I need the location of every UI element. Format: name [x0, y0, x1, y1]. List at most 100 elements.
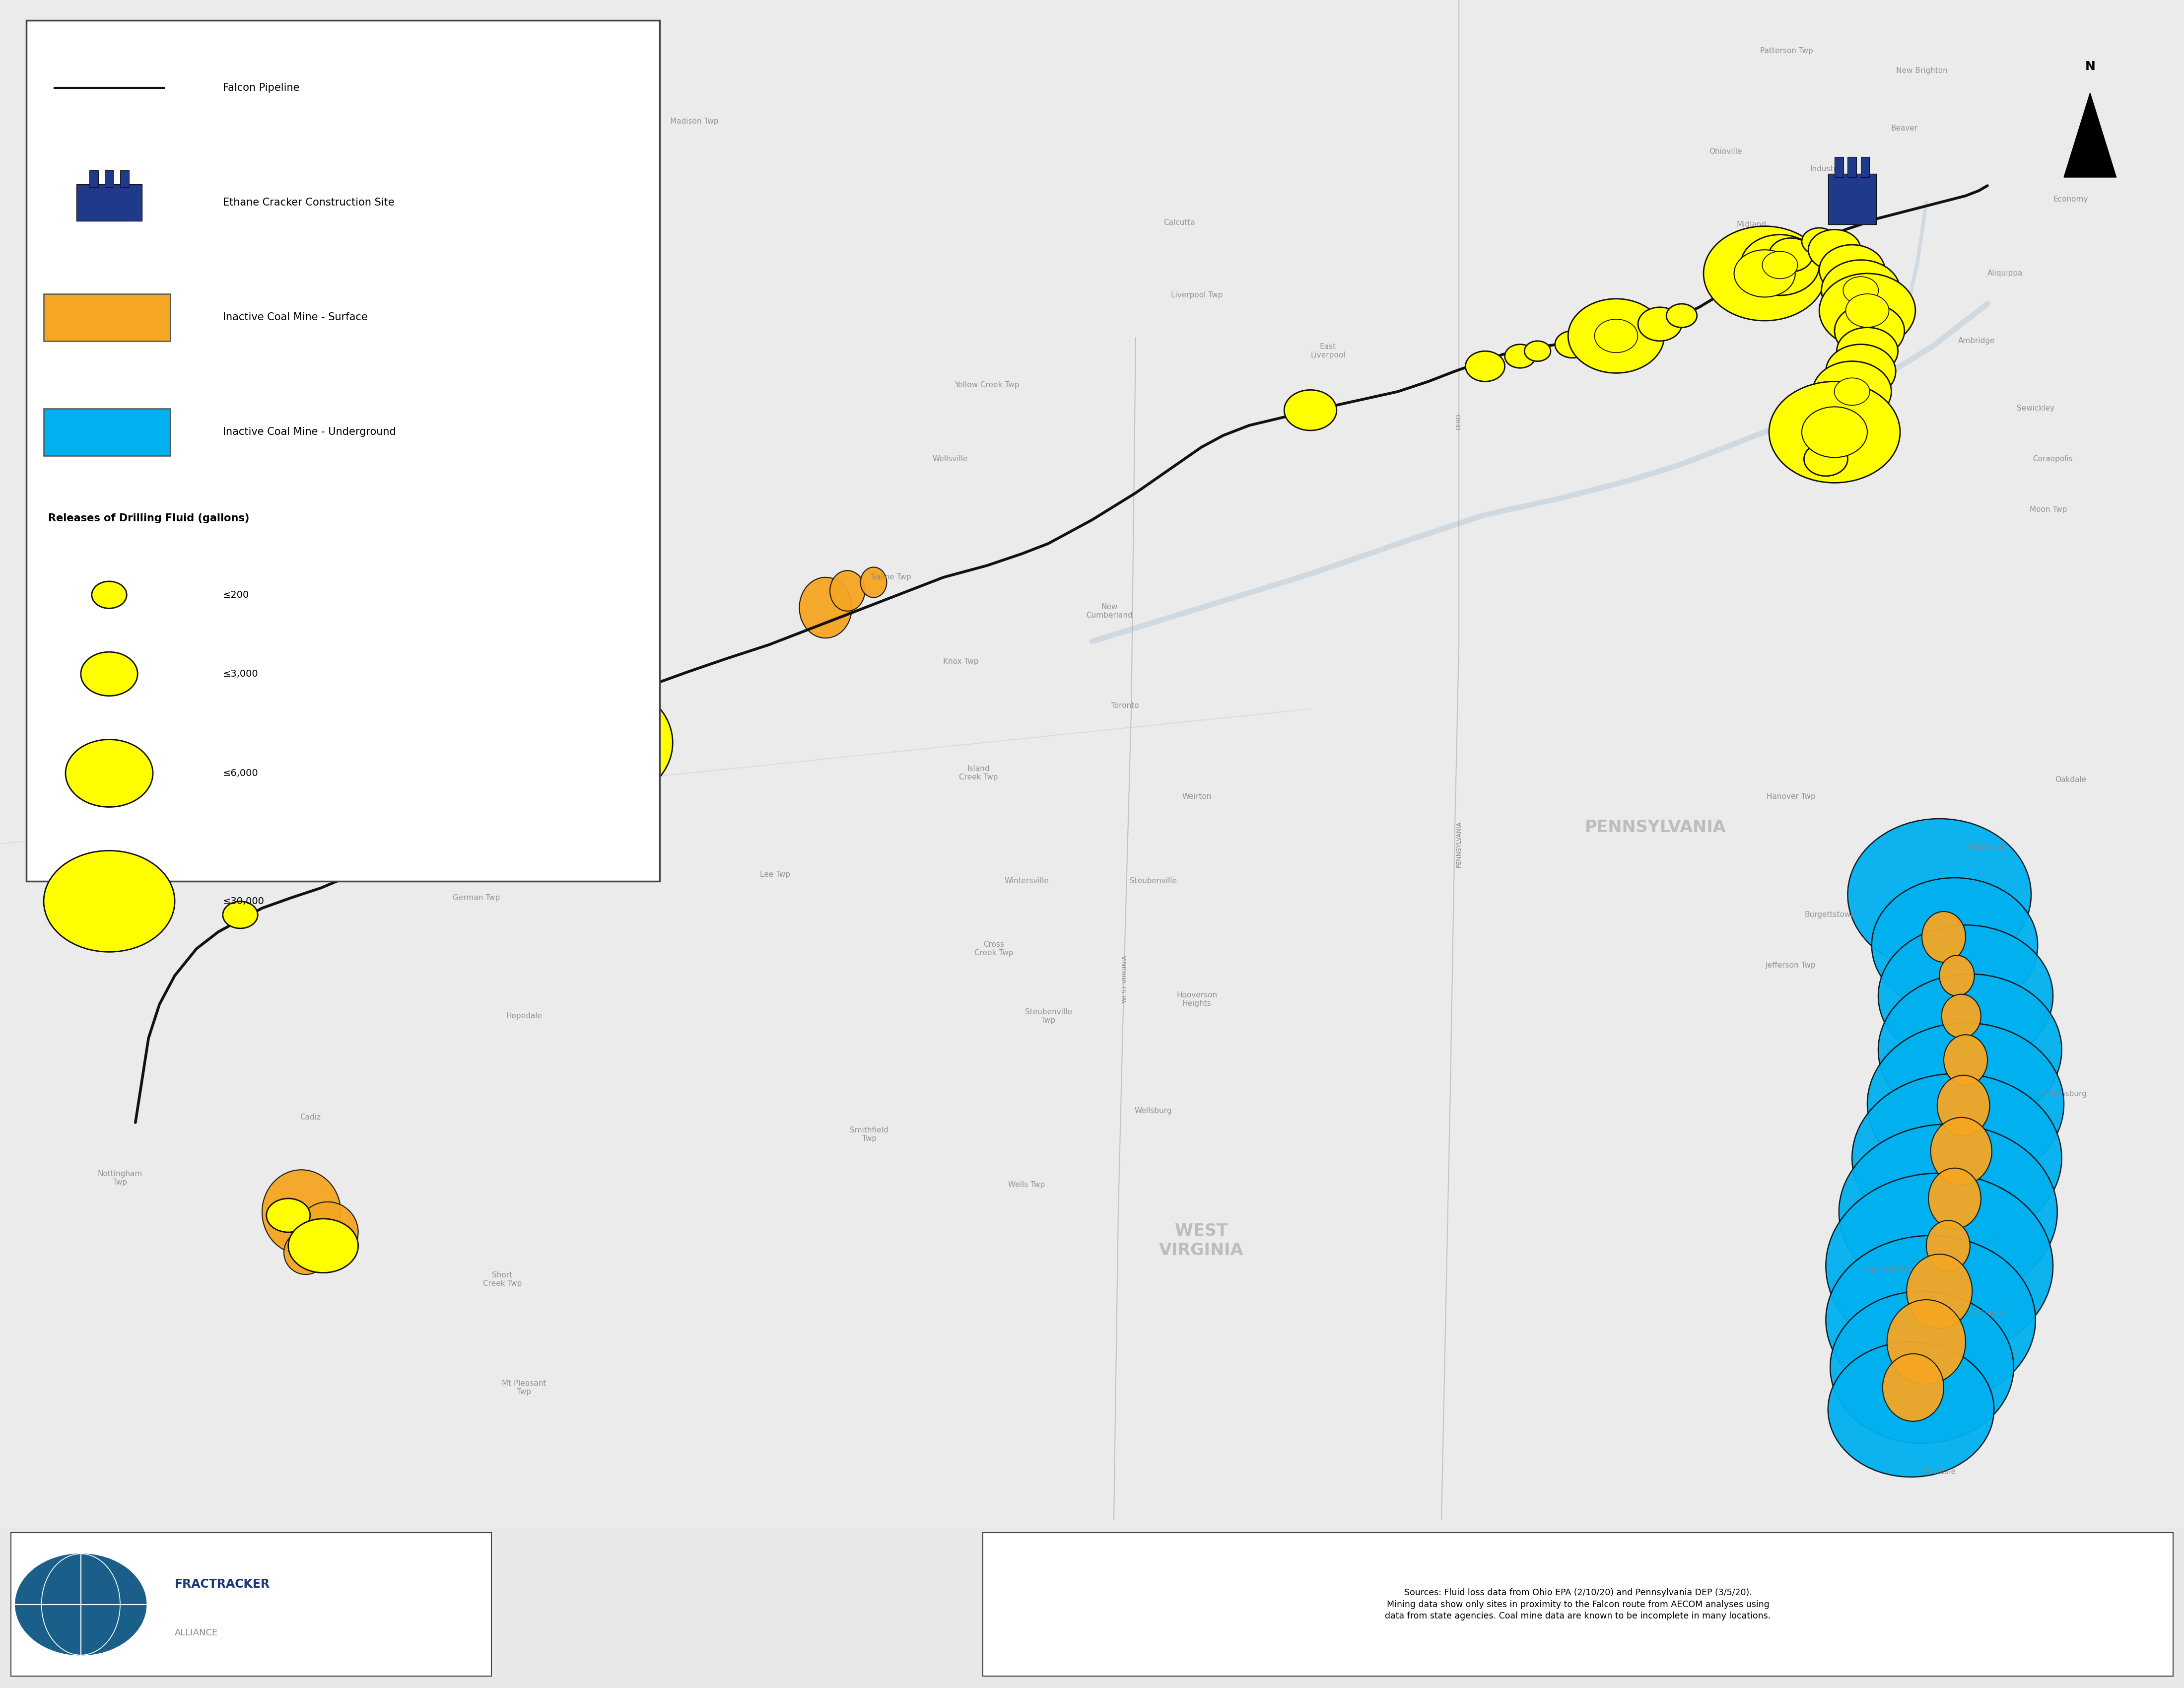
Text: ≤200: ≤200	[223, 591, 249, 599]
Ellipse shape	[1939, 955, 1974, 996]
Text: Economy: Economy	[2053, 196, 2088, 203]
Circle shape	[1821, 260, 1900, 321]
Text: Liverpool Twp: Liverpool Twp	[1171, 292, 1223, 299]
Text: Fox Twp: Fox Twp	[411, 365, 441, 371]
Text: Steubenville
Twp: Steubenville Twp	[1024, 1008, 1072, 1025]
Text: ≤30,000: ≤30,000	[223, 896, 264, 906]
Ellipse shape	[1878, 974, 2062, 1126]
Text: New
Cumberland: New Cumberland	[1085, 603, 1133, 619]
Text: Bergholz: Bergholz	[485, 591, 520, 598]
Bar	[120, 170, 129, 187]
Circle shape	[1837, 327, 1898, 375]
Text: Hopedale: Hopedale	[507, 1013, 542, 1020]
Ellipse shape	[400, 790, 465, 830]
Text: WEST VIRGINIA: WEST VIRGINIA	[1123, 955, 1127, 1003]
Text: OHIO: OHIO	[1457, 414, 1461, 430]
Text: Bamley Twp: Bamley Twp	[214, 844, 258, 851]
Ellipse shape	[1928, 1168, 1981, 1229]
Circle shape	[1804, 442, 1848, 476]
Text: Steubenville: Steubenville	[1129, 878, 1177, 885]
Ellipse shape	[437, 670, 646, 805]
Circle shape	[1835, 378, 1870, 405]
Ellipse shape	[367, 798, 432, 839]
Circle shape	[1594, 319, 1638, 353]
Circle shape	[548, 711, 631, 775]
Text: Aliquippa: Aliquippa	[1987, 270, 2022, 277]
Text: Releases of Drilling Fluid (gallons): Releases of Drilling Fluid (gallons)	[48, 513, 249, 523]
Bar	[1848, 157, 1856, 177]
Ellipse shape	[376, 810, 419, 837]
Ellipse shape	[297, 1202, 358, 1263]
Text: ≤3,000: ≤3,000	[223, 668, 258, 679]
Text: Patterson Twp: Patterson Twp	[1760, 47, 1813, 54]
Circle shape	[44, 851, 175, 952]
Circle shape	[92, 581, 127, 608]
Circle shape	[15, 1553, 146, 1654]
Ellipse shape	[415, 714, 581, 822]
Text: Smithfield
Twp: Smithfield Twp	[850, 1126, 889, 1143]
Text: Ohioville: Ohioville	[1708, 149, 1743, 155]
Text: Jefferson Twp: Jefferson Twp	[1765, 962, 1817, 969]
Ellipse shape	[1848, 819, 2031, 971]
Bar	[983, 1533, 2173, 1676]
Circle shape	[1762, 252, 1797, 279]
Bar	[76, 184, 142, 221]
Circle shape	[223, 901, 258, 928]
Text: Island
Creek Twp: Island Creek Twp	[959, 765, 998, 782]
Bar	[90, 170, 98, 187]
Text: PENNSYLVANIA: PENNSYLVANIA	[1457, 820, 1461, 868]
Text: FRACTRACKER: FRACTRACKER	[175, 1578, 271, 1590]
Text: Knox Twp: Knox Twp	[943, 658, 978, 665]
Text: Midland: Midland	[1736, 221, 1767, 228]
Circle shape	[1769, 381, 1900, 483]
Text: Ambridge: Ambridge	[1959, 338, 1994, 344]
Text: Sewickley: Sewickley	[2016, 405, 2055, 412]
Text: Saline Twp: Saline Twp	[871, 574, 911, 581]
Text: Hanover Twp: Hanover Twp	[1767, 793, 1815, 800]
Circle shape	[1524, 341, 1551, 361]
Circle shape	[1555, 331, 1590, 358]
Text: Madison Twp: Madison Twp	[670, 118, 719, 125]
Circle shape	[1835, 304, 1904, 358]
Circle shape	[1568, 299, 1664, 373]
Bar	[105, 170, 114, 187]
Text: Industry: Industry	[1811, 165, 1841, 172]
Circle shape	[1666, 304, 1697, 327]
Ellipse shape	[1852, 1074, 2062, 1242]
Circle shape	[1704, 226, 1826, 321]
Bar	[11, 1533, 491, 1676]
Text: Moon Twp: Moon Twp	[2029, 506, 2068, 513]
Ellipse shape	[1887, 1300, 1966, 1384]
Text: N: N	[2086, 61, 2094, 73]
Text: PENNSYLVANIA: PENNSYLVANIA	[1586, 819, 1725, 836]
Ellipse shape	[1839, 1124, 2057, 1300]
Text: ≤6,000: ≤6,000	[223, 768, 258, 778]
Ellipse shape	[1926, 1220, 1970, 1271]
Text: Mt Pleasant
Twp: Mt Pleasant Twp	[502, 1379, 546, 1396]
Text: Burgettstown: Burgettstown	[1804, 912, 1856, 918]
Text: Wells Twp: Wells Twp	[1009, 1182, 1044, 1188]
Circle shape	[1843, 277, 1878, 304]
Circle shape	[1465, 351, 1505, 381]
Text: German Twp: German Twp	[452, 895, 500, 901]
Ellipse shape	[382, 776, 470, 837]
Text: Short
Creek Twp: Short Creek Twp	[483, 1271, 522, 1288]
Circle shape	[1845, 294, 1889, 327]
Text: Washington
Twp: Washington Twp	[280, 501, 323, 518]
Text: Loudon Twp: Loudon Twp	[258, 675, 301, 682]
Ellipse shape	[1826, 1173, 2053, 1359]
Circle shape	[1808, 230, 1861, 270]
Circle shape	[1734, 250, 1795, 297]
Ellipse shape	[1922, 912, 1966, 962]
Text: Lee Twp: Lee Twp	[760, 871, 791, 878]
Ellipse shape	[1931, 1117, 1992, 1185]
Bar	[1828, 174, 1876, 225]
Text: Oakdale: Oakdale	[2055, 776, 2086, 783]
Circle shape	[1819, 273, 1915, 348]
Circle shape	[81, 652, 138, 695]
Bar	[1861, 157, 1870, 177]
Text: Inactive Coal Mine - Underground: Inactive Coal Mine - Underground	[223, 427, 395, 437]
Text: Sources: Fluid loss data from Ohio EPA (2/10/20) and Pennsylvania DEP (3/5/20).
: Sources: Fluid loss data from Ohio EPA (…	[1385, 1588, 1771, 1620]
Circle shape	[1813, 361, 1891, 422]
Circle shape	[1741, 235, 1819, 295]
